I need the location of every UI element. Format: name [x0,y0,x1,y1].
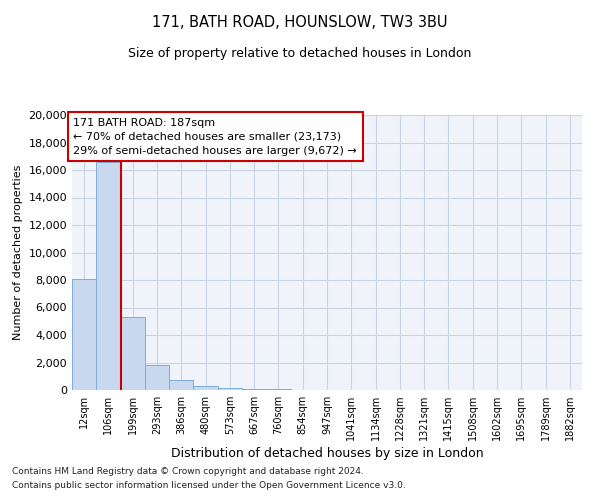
Text: Size of property relative to detached houses in London: Size of property relative to detached ho… [128,48,472,60]
Bar [96,162,121,390]
Bar [193,386,218,390]
Bar [218,388,242,390]
Bar [121,317,145,390]
X-axis label: Distribution of detached houses by size in London: Distribution of detached houses by size … [170,448,484,460]
Bar [145,365,169,390]
Bar [169,380,193,390]
Bar [266,388,290,390]
Text: 171 BATH ROAD: 187sqm
← 70% of detached houses are smaller (23,173)
29% of semi-: 171 BATH ROAD: 187sqm ← 70% of detached … [73,118,357,156]
Text: Contains public sector information licensed under the Open Government Licence v3: Contains public sector information licen… [12,481,406,490]
Y-axis label: Number of detached properties: Number of detached properties [13,165,23,340]
Bar [242,389,266,390]
Text: 171, BATH ROAD, HOUNSLOW, TW3 3BU: 171, BATH ROAD, HOUNSLOW, TW3 3BU [152,15,448,30]
Text: Contains HM Land Registry data © Crown copyright and database right 2024.: Contains HM Land Registry data © Crown c… [12,467,364,476]
Bar [72,278,96,390]
